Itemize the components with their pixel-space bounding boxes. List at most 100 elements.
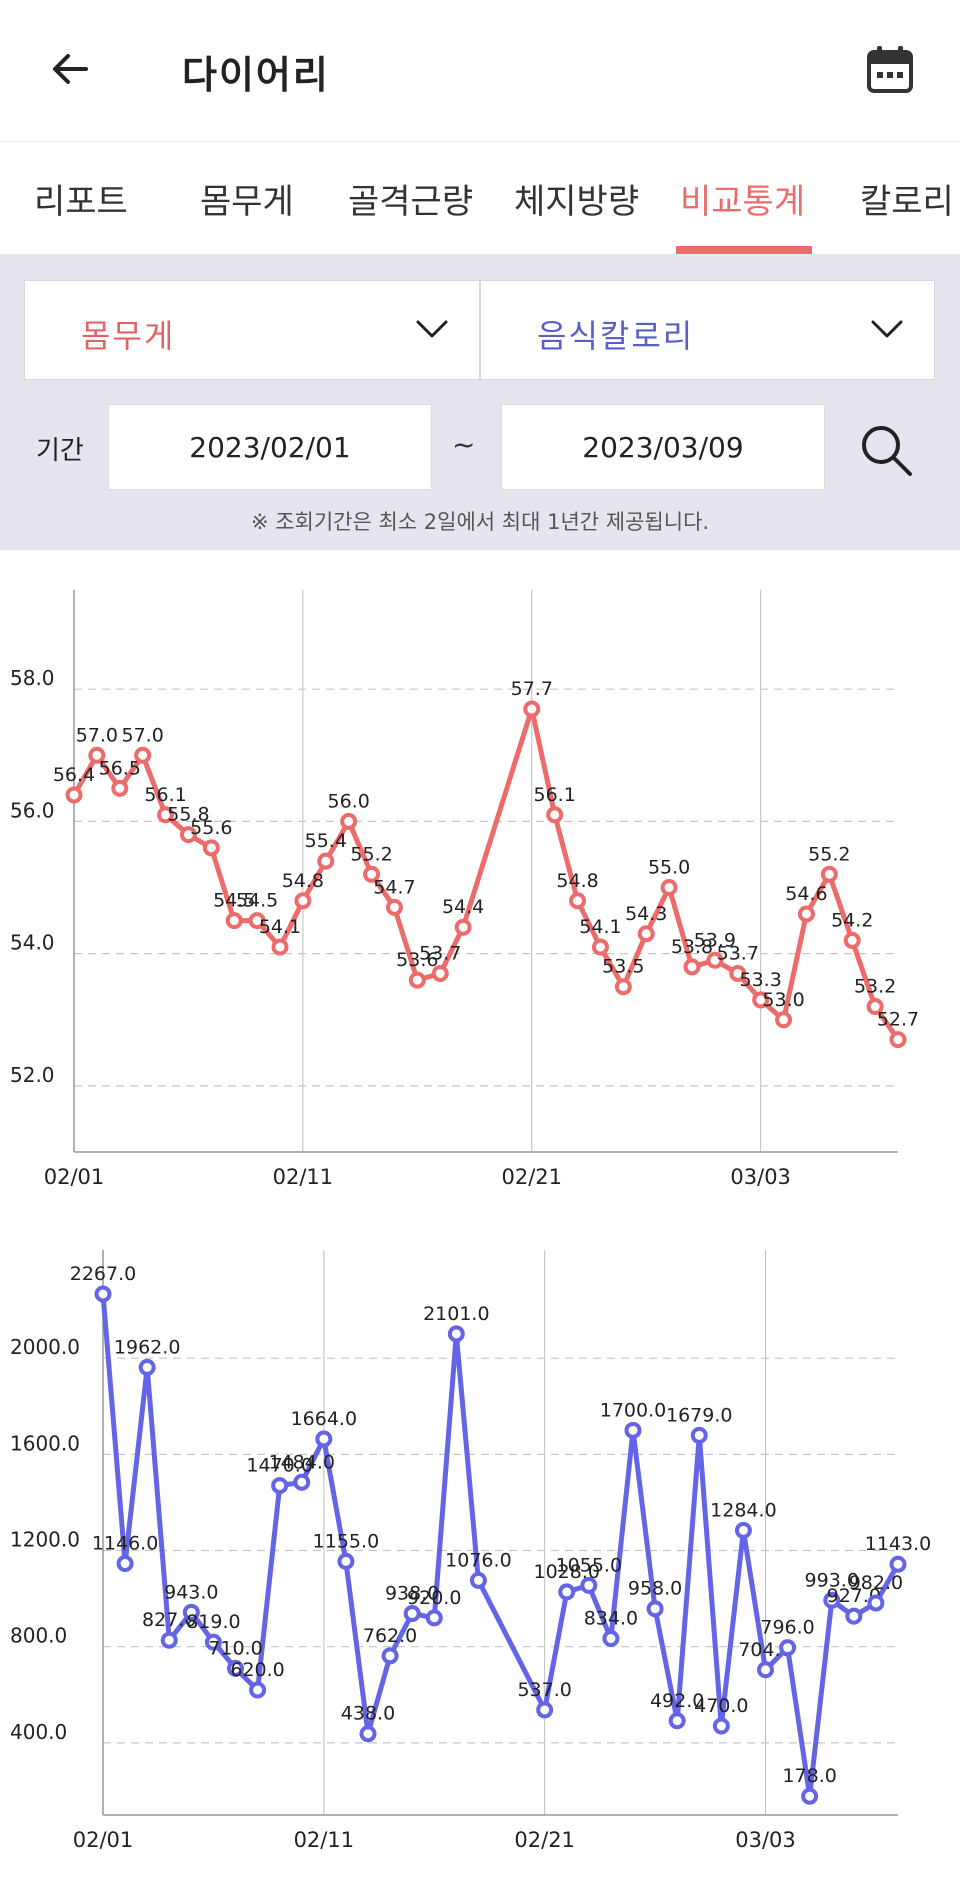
data-point [204, 1633, 222, 1651]
data-label: 53.7 [717, 942, 759, 964]
tab-calorie[interactable]: 칼로리 [860, 182, 954, 222]
data-label: 54.5 [213, 890, 255, 912]
data-point [202, 839, 220, 857]
y-tick-label: 1600.0 [10, 1431, 80, 1455]
data-label: 53.9 [694, 929, 736, 951]
data-point [867, 1594, 885, 1612]
data-label: 54.8 [282, 870, 324, 892]
data-label: 1679.0 [666, 1404, 732, 1426]
data-point [797, 905, 815, 923]
data-point [337, 1552, 355, 1570]
data-label: 56.1 [144, 784, 186, 806]
arrow-left-icon[interactable] [46, 44, 96, 94]
data-point [385, 898, 403, 916]
data-label: 55.8 [167, 804, 209, 826]
data-point [160, 1631, 178, 1649]
data-label: 470.0 [694, 1695, 748, 1717]
data-label: 819.0 [186, 1611, 240, 1633]
data-point [94, 1285, 112, 1303]
app-title: 다이어리 [182, 53, 330, 97]
data-label: 54.1 [259, 916, 301, 938]
data-point [690, 1426, 708, 1444]
data-label: 55.2 [350, 843, 392, 865]
data-label: 53.0 [762, 989, 804, 1011]
data-label: 55.6 [190, 817, 232, 839]
data-point [340, 812, 358, 830]
data-label: 53.2 [854, 976, 896, 998]
data-point [111, 779, 129, 797]
data-label: 54.5 [236, 890, 278, 912]
data-point [271, 1477, 289, 1495]
data-label: 704.0 [738, 1639, 792, 1661]
period-label: 기간 [36, 436, 84, 466]
data-label: 53.3 [740, 969, 782, 991]
y-tick-label: 1200.0 [10, 1528, 80, 1552]
calendar-icon[interactable] [866, 44, 914, 94]
data-label: 762.0 [363, 1625, 417, 1647]
data-point [403, 1605, 421, 1623]
end-date-field[interactable]: 2023/03/09 [501, 404, 825, 490]
right-metric-select[interactable]: 음식칼로리 [480, 280, 935, 380]
x-tick-label: 03/03 [735, 1828, 796, 1852]
tab-bar: 리포트 몸무게 골격근량 체지방량 비교통계 칼로리 [0, 150, 960, 254]
data-point [179, 826, 197, 844]
data-label: 54.2 [831, 909, 873, 931]
data-label: 834.0 [584, 1608, 638, 1630]
data-point [580, 1576, 598, 1594]
data-label: 54.6 [785, 883, 827, 905]
data-point [523, 700, 541, 718]
tab-body-fat[interactable]: 체지방량 [514, 182, 640, 222]
data-point [431, 964, 449, 982]
data-point [889, 1031, 907, 1049]
data-point [88, 746, 106, 764]
x-tick-label: 02/01 [73, 1828, 134, 1852]
data-point [624, 1421, 642, 1439]
data-label: 920.0 [407, 1587, 461, 1609]
data-label: 982.0 [849, 1572, 903, 1594]
data-label: 938.0 [385, 1583, 439, 1605]
data-label: 1028.0 [534, 1561, 600, 1583]
tab-muscle[interactable]: 골격근량 [348, 182, 474, 222]
data-label: 52.7 [877, 1009, 919, 1031]
data-label: 1146.0 [92, 1533, 158, 1555]
data-point [602, 1630, 620, 1648]
data-point [646, 1600, 664, 1618]
data-label: 57.0 [122, 724, 164, 746]
x-tick-label: 02/11 [294, 1828, 355, 1852]
data-point [469, 1571, 487, 1589]
y-tick-label: 400.0 [10, 1720, 67, 1744]
data-label: 2101.0 [423, 1303, 489, 1325]
data-point [729, 964, 747, 982]
tab-comparison[interactable]: 비교통계 [680, 182, 806, 222]
date-separator: ~ [452, 428, 476, 461]
data-label: 57.7 [511, 678, 553, 700]
data-label: 54.1 [579, 916, 621, 938]
data-label: 1484.0 [269, 1451, 335, 1473]
data-label: 53.5 [602, 956, 644, 978]
tab-report[interactable]: 리포트 [34, 182, 128, 222]
data-label: 1076.0 [445, 1549, 511, 1571]
start-date-field[interactable]: 2023/02/01 [108, 404, 432, 490]
series-line [100, 1291, 901, 1799]
data-point [138, 1358, 156, 1376]
x-tick-label: 02/21 [502, 1165, 563, 1189]
data-label: 55.4 [305, 830, 347, 852]
data-point [569, 892, 587, 910]
y-tick-label: 2000.0 [10, 1335, 80, 1359]
data-label: 2267.0 [70, 1263, 136, 1285]
chevron-down-icon [416, 320, 448, 338]
left-metric-select[interactable]: 몸무게 [24, 280, 480, 380]
data-point [823, 1591, 841, 1609]
tab-weight[interactable]: 몸무게 [200, 182, 294, 222]
data-point [182, 1603, 200, 1621]
search-icon[interactable] [858, 422, 914, 478]
data-label: 796.0 [760, 1617, 814, 1639]
data-point [775, 1011, 793, 1029]
data-point [293, 1473, 311, 1491]
y-tick-label: 56.0 [10, 798, 55, 822]
data-label: 57.0 [76, 724, 118, 746]
data-label: 54.4 [442, 896, 484, 918]
data-label: 56.0 [328, 790, 370, 812]
data-label: 54.7 [373, 876, 415, 898]
data-point [359, 1725, 377, 1743]
